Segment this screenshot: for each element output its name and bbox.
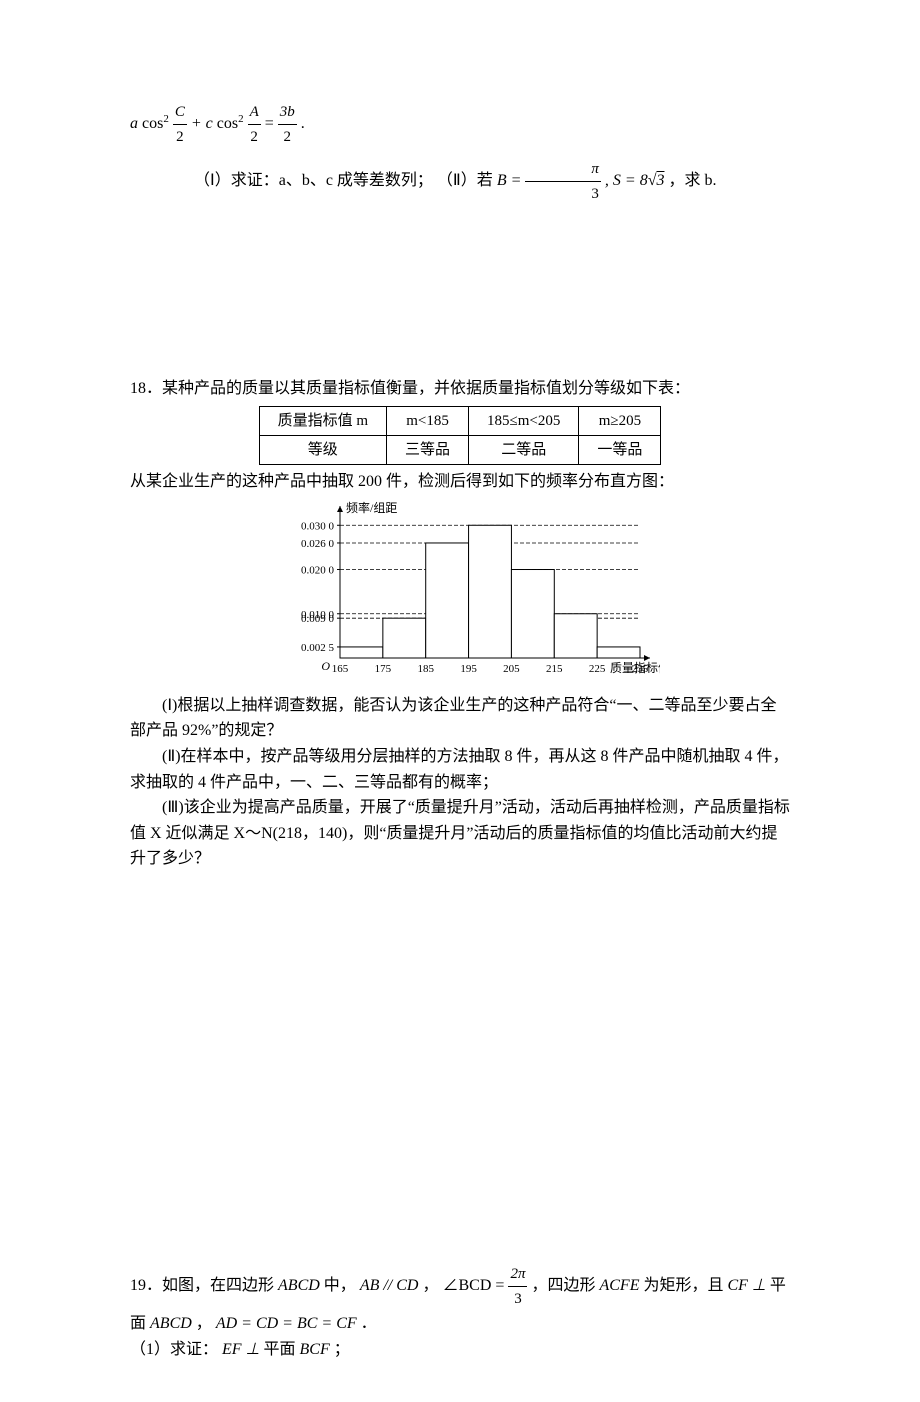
cell: 等级 bbox=[259, 435, 386, 464]
p18-line2: 从某企业生产的这种产品中抽取 200 件，检测后得到如下的频率分布直方图： bbox=[130, 469, 790, 495]
p19-q1c: 平面 bbox=[264, 1341, 300, 1358]
p19-line2a: 面 bbox=[130, 1315, 150, 1332]
svg-text:O: O bbox=[321, 659, 330, 673]
cell: 185≤m<205 bbox=[469, 406, 579, 435]
svg-text:215: 215 bbox=[546, 663, 563, 675]
p19-q1d: BCF bbox=[300, 1341, 330, 1358]
sup1: 2 bbox=[163, 113, 169, 125]
frac-3b: 3b 2 bbox=[278, 100, 297, 149]
table-row: 等级 三等品 二等品 一等品 bbox=[259, 435, 661, 464]
p19-line2d: ． bbox=[361, 1315, 377, 1332]
cell: 二等品 bbox=[469, 435, 579, 464]
cell: m≥205 bbox=[579, 406, 661, 435]
p19-line1: 19．如图，在四边形 ABCD 中， AB // CD ， ∠BCD = 2π … bbox=[130, 1262, 790, 1311]
svg-text:0.026 0: 0.026 0 bbox=[301, 538, 335, 550]
svg-text:0.030 0: 0.030 0 bbox=[301, 520, 335, 532]
p19-stem-c: ， bbox=[422, 1277, 442, 1294]
histogram-wrap: 0.030 00.026 00.020 00.010 00.009 00.002… bbox=[130, 500, 790, 689]
p19-stem-d: ，四边形 bbox=[531, 1277, 599, 1294]
svg-text:频率/组距: 频率/组距 bbox=[346, 500, 397, 515]
p19-angle: ∠BCD = bbox=[443, 1277, 509, 1294]
p19-q1b: EF ⊥ bbox=[222, 1341, 259, 1358]
p19-stem-a: 19．如图，在四边形 bbox=[130, 1277, 274, 1294]
p18-q2: (Ⅱ)在样本中，按产品等级用分层抽样的方法抽取 8 件，再从这 8 件产品中随机… bbox=[130, 744, 790, 795]
p19-stem-e: 为矩形，且 bbox=[643, 1277, 723, 1294]
frac-C: C 2 bbox=[173, 100, 187, 149]
p19-stem-b: 中， bbox=[324, 1277, 360, 1294]
var-a: a bbox=[130, 115, 138, 132]
p17-part-text: （Ⅰ）求证：a、b、c 成等差数列； （Ⅱ）若 bbox=[194, 172, 493, 189]
svg-text:165: 165 bbox=[332, 663, 349, 675]
eq: = bbox=[265, 115, 278, 132]
sup2: 2 bbox=[238, 113, 244, 125]
p17-parts: （Ⅰ）求证：a、b、c 成等差数列； （Ⅱ）若 B = π 3 , S = 8 3… bbox=[130, 157, 790, 206]
histogram: 0.030 00.026 00.020 00.010 00.009 00.002… bbox=[260, 500, 660, 680]
cell: 三等品 bbox=[387, 435, 469, 464]
grade-table: 质量指标值 m m<185 185≤m<205 m≥205 等级 三等品 二等品… bbox=[259, 406, 662, 465]
S-eq: , S = 8 bbox=[605, 172, 648, 189]
p19-stem-f: 平 bbox=[770, 1277, 786, 1294]
table-row: 质量指标值 m m<185 185≤m<205 m≥205 bbox=[259, 406, 661, 435]
svg-text:195: 195 bbox=[460, 663, 477, 675]
p19-eq2: AD = CD = BC = CF bbox=[216, 1315, 357, 1332]
p18-q3: (Ⅲ)该企业为提高产品质量，开展了“质量提升月”活动，活动后再抽样检测，产品质量… bbox=[130, 795, 790, 872]
svg-text:175: 175 bbox=[375, 663, 392, 675]
svg-text:0.020 0: 0.020 0 bbox=[301, 565, 335, 577]
p19-ABCD: ABCD bbox=[278, 1277, 320, 1294]
plus-c: + c bbox=[191, 115, 213, 132]
p18-q1: (Ⅰ)根据以上抽样调查数据，能否认为该企业生产的这种产品符合“一、二等品至少要占… bbox=[130, 693, 790, 744]
svg-text:0.002 5: 0.002 5 bbox=[301, 642, 335, 654]
p17-formula: a cos2 C 2 + c cos2 A 2 = 3b 2 . bbox=[130, 100, 790, 149]
svg-text:0.009 0: 0.009 0 bbox=[301, 613, 335, 625]
p19-ABpar: AB // CD bbox=[360, 1277, 419, 1294]
p19-line2b: ABCD bbox=[150, 1315, 192, 1332]
cos1: cos bbox=[142, 115, 163, 132]
svg-text:185: 185 bbox=[417, 663, 434, 675]
p19-q1e: ； bbox=[334, 1341, 350, 1358]
grade-table-wrap: 质量指标值 m m<185 185≤m<205 m≥205 等级 三等品 二等品… bbox=[130, 406, 790, 465]
p18-stem: 18．某种产品的质量以其质量指标值衡量，并依据质量指标值划分等级如下表： bbox=[130, 376, 790, 402]
sqrt3: 3 bbox=[656, 172, 664, 189]
period: . bbox=[301, 115, 305, 132]
svg-text:205: 205 bbox=[503, 663, 520, 675]
p19-q1a: （1）求证： bbox=[130, 1341, 218, 1358]
B-eq: B = bbox=[497, 172, 526, 189]
frac-pi: π 3 bbox=[525, 157, 601, 206]
frac-2pi3: 2π 3 bbox=[508, 1262, 527, 1311]
svg-text:质量指标值: 质量指标值 bbox=[610, 660, 660, 675]
cell: 质量指标值 m bbox=[259, 406, 386, 435]
p19-CFperp: CF ⊥ bbox=[727, 1277, 765, 1294]
cell: m<185 bbox=[387, 406, 469, 435]
cell: 一等品 bbox=[579, 435, 661, 464]
cos2: cos bbox=[217, 115, 238, 132]
p19-line2: 面 ABCD ， AD = CD = BC = CF ． bbox=[130, 1311, 790, 1337]
frac-A: A 2 bbox=[248, 100, 261, 149]
p19-q1: （1）求证： EF ⊥ 平面 BCF ； bbox=[130, 1337, 790, 1363]
svg-text:225: 225 bbox=[589, 663, 606, 675]
p17-tail: ，求 b. bbox=[668, 172, 716, 189]
p19-ACFE: ACFE bbox=[599, 1277, 639, 1294]
p19-line2c: ， bbox=[196, 1315, 216, 1332]
